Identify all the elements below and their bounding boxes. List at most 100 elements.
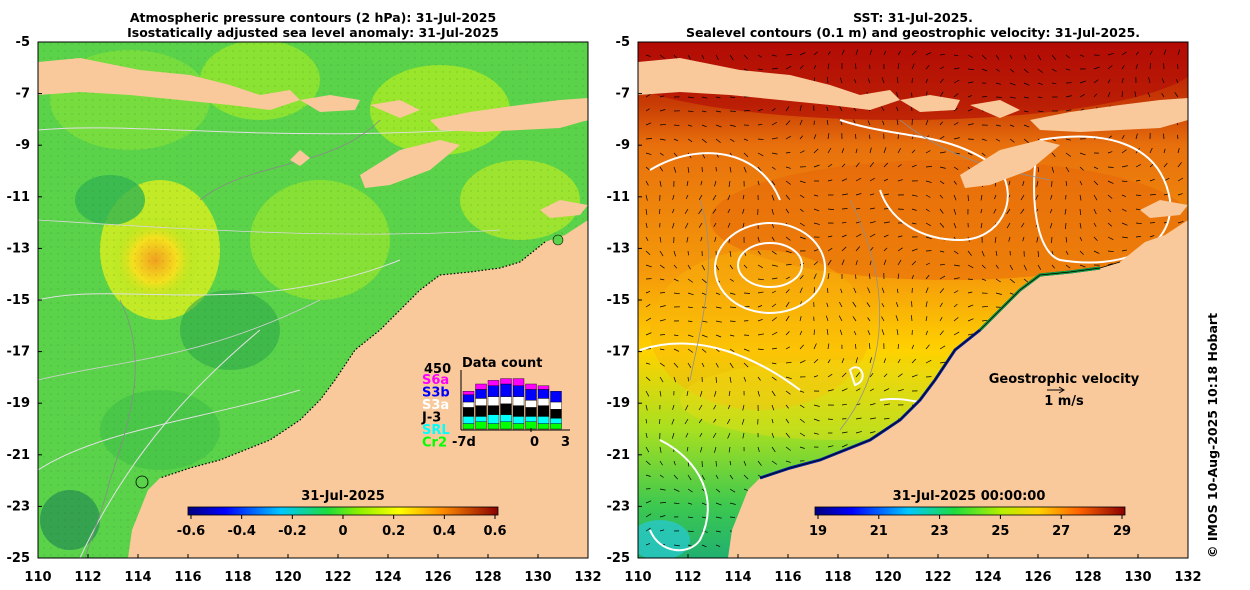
right-lat-tick-label: -17	[607, 345, 631, 360]
right-colorbar-tick-label: 23	[931, 524, 949, 539]
data-count-bar-segment	[475, 383, 487, 390]
data-count-bar-segment	[500, 414, 512, 423]
satellite-label-srl: SRL	[422, 423, 450, 438]
right-panel-title: SST: 31-Jul-2025. Sealevel contours (0.1…	[638, 10, 1188, 40]
data-count-bar-segment	[475, 389, 487, 399]
left-colorbar-ticks: -0.6 -0.4 -0.2 0 0.2 0.4 0.6	[177, 515, 507, 539]
right-lat-tick-label: -21	[607, 448, 631, 463]
right-colorbar-tick-label: 27	[1052, 524, 1070, 539]
right-lat-tick-label: -9	[616, 138, 630, 153]
right-colorbar-date: 31-Jul-2025 00:00:00	[893, 489, 1046, 504]
data-count-bar-segment	[475, 421, 487, 430]
data-count-bar-segment	[512, 416, 525, 424]
data-count-bar-segment	[487, 385, 500, 397]
data-count-bar-segment	[525, 421, 537, 430]
left-lat-tick-label: -19	[7, 396, 31, 411]
right-lon-tick-label: 116	[774, 570, 801, 585]
data-count-bars	[462, 378, 562, 430]
left-lat-tick-label: -17	[7, 345, 31, 360]
data-count-bar-segment	[512, 385, 525, 397]
satellite-label-s6a: S6a	[422, 373, 449, 388]
data-count-bar-segment	[462, 401, 475, 408]
right-colorbar-ticks: 19 21 23 25 27 29	[809, 515, 1131, 539]
data-count-bar-segment	[537, 416, 550, 424]
right-lon-tick-label: 124	[974, 570, 1001, 585]
left-lon-tick-label: 112	[74, 570, 101, 585]
left-lat-tick-label: -7	[16, 87, 30, 102]
data-count-bar-segment	[512, 405, 525, 417]
right-colorbar-tick-label: 19	[809, 524, 827, 539]
data-count-bar-segment	[550, 409, 562, 419]
left-title-line2: Isostatically adjusted sea level anomaly…	[127, 25, 499, 40]
data-count-bar-segment	[487, 405, 500, 415]
data-count-bar-segment	[550, 423, 562, 430]
data-count-bar-segment	[537, 385, 550, 390]
data-count-bar-segment	[550, 391, 562, 403]
right-lon-tick-label: 114	[724, 570, 751, 585]
data-count-bar-segment	[500, 383, 512, 397]
left-lon-tick-label: 120	[274, 570, 301, 585]
data-count-bar-segment	[512, 378, 525, 387]
data-count-bar-segment	[537, 389, 550, 399]
left-lat-tick-label: -23	[7, 499, 31, 514]
data-count-bar-segment	[487, 423, 500, 430]
satellite-label-s3a: S3a	[422, 398, 449, 413]
left-colorbar-tick-label: 0.2	[382, 524, 405, 539]
left-lat-tick-label: -25	[7, 551, 31, 566]
left-colorbar-bar	[187, 506, 499, 516]
data-count-bar-segment	[550, 401, 562, 410]
left-lat-tick-label: -11	[7, 190, 31, 205]
data-count-xlabel-end: 3	[561, 435, 570, 450]
right-lon-tick-label: 120	[874, 570, 901, 585]
left-colorbar-date: 31-Jul-2025	[301, 489, 385, 504]
data-count-bar-segment	[475, 405, 487, 417]
left-colorbar-tick-label: 0.6	[483, 524, 506, 539]
right-lat-tick-label: -11	[607, 190, 631, 205]
right-colorbar-tick-label: 25	[991, 524, 1009, 539]
right-lon-tick-label: 122	[924, 570, 951, 585]
satellite-label-j-3: J-3	[421, 411, 441, 426]
velocity-legend-title: Geostrophic velocity	[989, 372, 1140, 387]
data-count-xlabel-start: -7d	[452, 435, 476, 450]
data-count-bar-segment	[512, 423, 525, 430]
right-colorbar-tick-label: 21	[870, 524, 888, 539]
right-lat-tick-label: -19	[607, 396, 631, 411]
satellite-label-s3b: S3b	[422, 386, 450, 401]
data-count-bar-segment	[462, 423, 475, 430]
satellite-label-cr2: Cr2	[422, 436, 447, 451]
right-colorbar-bar	[814, 506, 1126, 516]
left-lat-tick-label: -5	[16, 35, 30, 50]
axes-tick-labels: -5 -7 -9 -11 -13 -15 -17 -19 -21 -23 -25 110 112 114 1…	[7, 35, 1202, 585]
right-lon-tick-label: 112	[674, 570, 701, 585]
left-lat-tick-label: -9	[16, 138, 30, 153]
data-count-bar-segment	[537, 398, 550, 406]
left-lat-tick-label: -21	[7, 448, 31, 463]
left-colorbar-tick-label: 0.4	[433, 524, 456, 539]
left-colorbar-tick-label: -0.2	[278, 524, 306, 539]
left-panel-title: Atmospheric pressure contours (2 hPa): 3…	[38, 10, 588, 40]
right-lon-tick-label: 128	[1074, 570, 1101, 585]
left-lon-tick-label: 124	[374, 570, 401, 585]
right-lon-tick-label: 132	[1174, 570, 1201, 585]
data-count-bar-segment	[512, 396, 525, 406]
data-count-xlabel-zero: 0	[530, 435, 539, 450]
data-count-bar-segment	[462, 391, 475, 396]
data-count-bar-segment	[525, 416, 537, 422]
right-land-australia	[728, 220, 1188, 558]
left-lat-tick-label: -13	[7, 241, 31, 256]
left-lon-tick-label: 132	[574, 570, 601, 585]
data-count-bar-segment	[525, 407, 537, 417]
left-title-line1: Atmospheric pressure contours (2 hPa): 3…	[129, 10, 497, 25]
left-colorbar-tick-label: -0.4	[227, 524, 255, 539]
data-count-bar-segment	[487, 380, 500, 386]
left-lon-tick-label: 114	[124, 570, 151, 585]
right-colorbar: 31-Jul-2025 00:00:00 19 21 23 25 27 29	[809, 489, 1131, 539]
data-count-bar-segment	[525, 400, 537, 408]
data-count-bar-segment	[487, 414, 500, 424]
data-count-bar-segment	[537, 423, 550, 430]
right-title-line1: SST: 31-Jul-2025.	[853, 10, 973, 25]
data-count-bar-segment	[462, 407, 475, 417]
left-colorbar-tick-label: 0	[338, 524, 347, 539]
right-lon-tick-label: 118	[824, 570, 851, 585]
